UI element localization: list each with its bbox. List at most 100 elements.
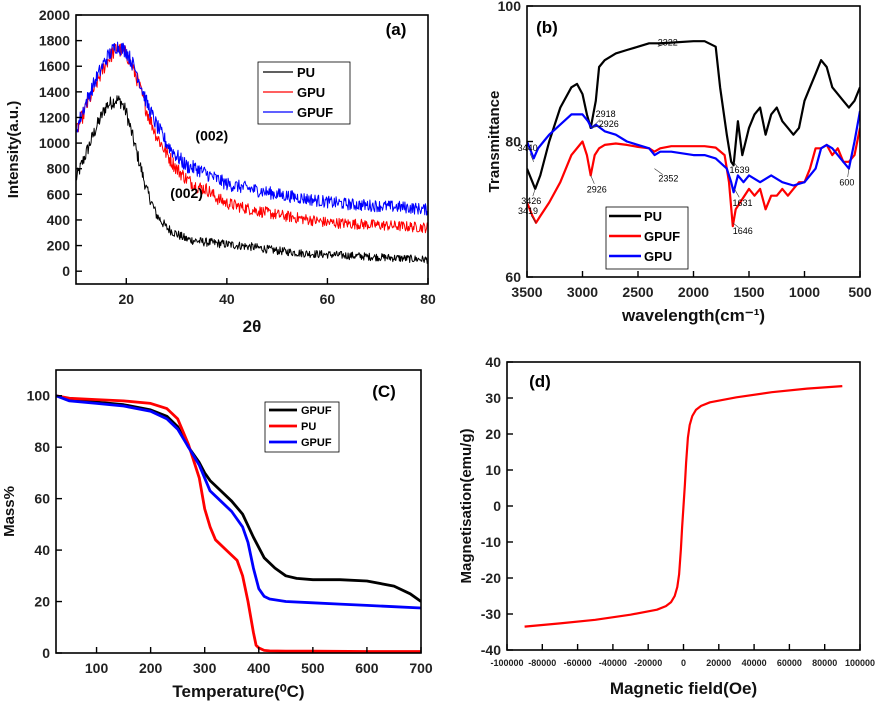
peak-marker-b-9 — [734, 188, 740, 198]
series-line-c-gpuf-2 — [56, 394, 421, 610]
panel-b: 3500 3000 2500 2000 1500 1000 500 60 80 100 wavele… — [486, 0, 872, 325]
x-axis-label-b: wavelength(cm⁻¹) — [621, 306, 765, 325]
peak-label-b-0: 2322 — [658, 38, 678, 48]
x-axis-label-d: Magnetic field(Oe) — [610, 679, 757, 698]
y-tick-label-b: 60 — [505, 269, 521, 285]
legend-label-b-0: PU — [644, 209, 662, 224]
y-axis-label-b: Transmittance — [486, 91, 503, 193]
y-tick-label-a: 800 — [47, 161, 71, 177]
plot-frame-b — [526, 5, 861, 278]
peak-label-b-7: 2352 — [658, 174, 678, 184]
x-tick-label-d: 60000 — [777, 658, 802, 668]
legend-b: PU GPUF GPU — [605, 206, 689, 270]
peak-marker-b-8 — [733, 161, 738, 167]
peak-marker-b-7 — [654, 168, 664, 175]
y-tick-label-c: 100 — [27, 388, 51, 404]
peak-marker-b-6 — [590, 175, 595, 184]
x-tick-label-a: 20 — [118, 291, 134, 307]
peak-label-b-2: 2926 — [599, 119, 619, 129]
x-tick-label-c: 200 — [139, 660, 163, 676]
x-axis-label-c: Temperature(⁰C) — [172, 682, 304, 701]
peak-label-b-11: 600 — [839, 178, 854, 188]
legend-label-c-0: GPUF — [301, 405, 332, 417]
series-line-d-m-h-loop-0 — [524, 385, 843, 628]
x-axis-label-a: 2θ — [243, 317, 262, 336]
series-line-b-pu-0 — [527, 40, 860, 190]
x-tick-label-d: 100000 — [845, 658, 875, 668]
peak-marker-b-2 — [590, 125, 602, 129]
peak-marker-b-5 — [530, 215, 537, 223]
legend-label-a-0: PU — [297, 65, 315, 80]
panel-c: 100 200 300 400 500 600 700 0 20 40 60 80 100 Tempera… — [1, 369, 433, 701]
peak-label-b-8: 1639 — [730, 165, 750, 175]
peak-label-b-5: 3419 — [518, 206, 538, 216]
peak-marker-b-10 — [732, 222, 739, 228]
y-tick-label-d: -30 — [481, 606, 501, 622]
legend-label-c-2: GPUF — [301, 437, 332, 449]
x-tick-label-b: 2000 — [678, 284, 709, 300]
x-tick-label-b: 2500 — [622, 284, 653, 300]
peak-marker-b-0 — [657, 43, 664, 47]
peak-marker-b-3 — [529, 153, 534, 162]
x-tick-label-d: 40000 — [742, 658, 767, 668]
series-line-c-gpuf-0 — [56, 394, 421, 603]
y-tick-label-d: 40 — [485, 354, 501, 370]
y-tick-label-d: 20 — [485, 426, 501, 442]
peak-label-b-9: 1631 — [732, 198, 752, 208]
y-tick-label-a: 200 — [47, 238, 71, 254]
y-tick-label-a: 2000 — [39, 7, 70, 23]
peak-label-b-1: 2918 — [596, 109, 616, 119]
peak-marker-b-4 — [532, 188, 536, 197]
legend-label-b-1: GPUF — [644, 229, 680, 244]
annotation-a-1: (002) — [170, 185, 203, 201]
legend-label-a-1: GPU — [297, 85, 325, 100]
y-tick-label-d: 30 — [485, 390, 501, 406]
panel-a: 20 40 60 8002004006008001000120014001600180… — [5, 7, 436, 336]
x-tick-label-d: 80000 — [812, 658, 837, 668]
panel-d: -100000 -80000 -60000 -40000 -20000 0 20000 400… — [458, 354, 875, 698]
x-tick-label-d: -60000 — [564, 658, 592, 668]
y-tick-label-a: 1400 — [39, 84, 70, 100]
y-axis-label-c: Mass% — [1, 486, 18, 537]
peak-marker-b-11 — [847, 168, 850, 178]
x-tick-label-b: 3000 — [567, 284, 598, 300]
y-tick-label-d: 10 — [485, 462, 501, 478]
series-line-b-gpu-2 — [527, 110, 860, 194]
y-tick-label-d: -40 — [481, 642, 501, 658]
peak-marker-b-1 — [591, 119, 601, 129]
y-axis-label-d: Magnetisation(emu/g) — [458, 428, 475, 583]
y-tick-label-c: 20 — [34, 594, 50, 610]
x-tick-label-b: 500 — [848, 284, 872, 300]
legend-label-b-2: GPU — [644, 249, 672, 264]
x-tick-label-d: 20000 — [706, 658, 731, 668]
y-tick-label-b: 100 — [498, 0, 522, 14]
y-tick-label-b: 80 — [505, 134, 521, 150]
y-tick-label-a: 0 — [62, 263, 70, 279]
series-line-a-gpu-1 — [76, 43, 428, 234]
x-tick-label-d: -80000 — [528, 658, 556, 668]
x-tick-label-d: -100000 — [490, 658, 523, 668]
x-tick-label-b: 1000 — [789, 284, 820, 300]
x-tick-label-c: 400 — [247, 660, 271, 676]
series-line-b-gpuf-1 — [527, 127, 860, 228]
annotation-a-0: (002) — [195, 128, 228, 144]
y-tick-label-a: 1000 — [39, 135, 70, 151]
y-tick-label-d: 0 — [493, 498, 501, 514]
x-tick-label-c: 100 — [85, 660, 109, 676]
y-tick-label-a: 400 — [47, 212, 71, 228]
x-tick-label-c: 700 — [409, 660, 433, 676]
legend-box-b — [605, 206, 689, 270]
y-axis-label-a: Intensity(a.u.) — [5, 101, 22, 199]
x-tick-label-a: 40 — [219, 291, 235, 307]
y-tick-label-a: 1600 — [39, 58, 70, 74]
y-tick-label-a: 1200 — [39, 109, 70, 125]
legend-label-c-1: PU — [301, 421, 316, 433]
y-tick-label-c: 40 — [34, 542, 50, 558]
peak-label-b-10: 1646 — [733, 226, 753, 236]
panel-label-c: (C) — [372, 382, 396, 401]
x-tick-label-b: 3500 — [511, 284, 542, 300]
peak-label-b-4: 3426 — [521, 196, 541, 206]
x-tick-label-c: 500 — [301, 660, 325, 676]
